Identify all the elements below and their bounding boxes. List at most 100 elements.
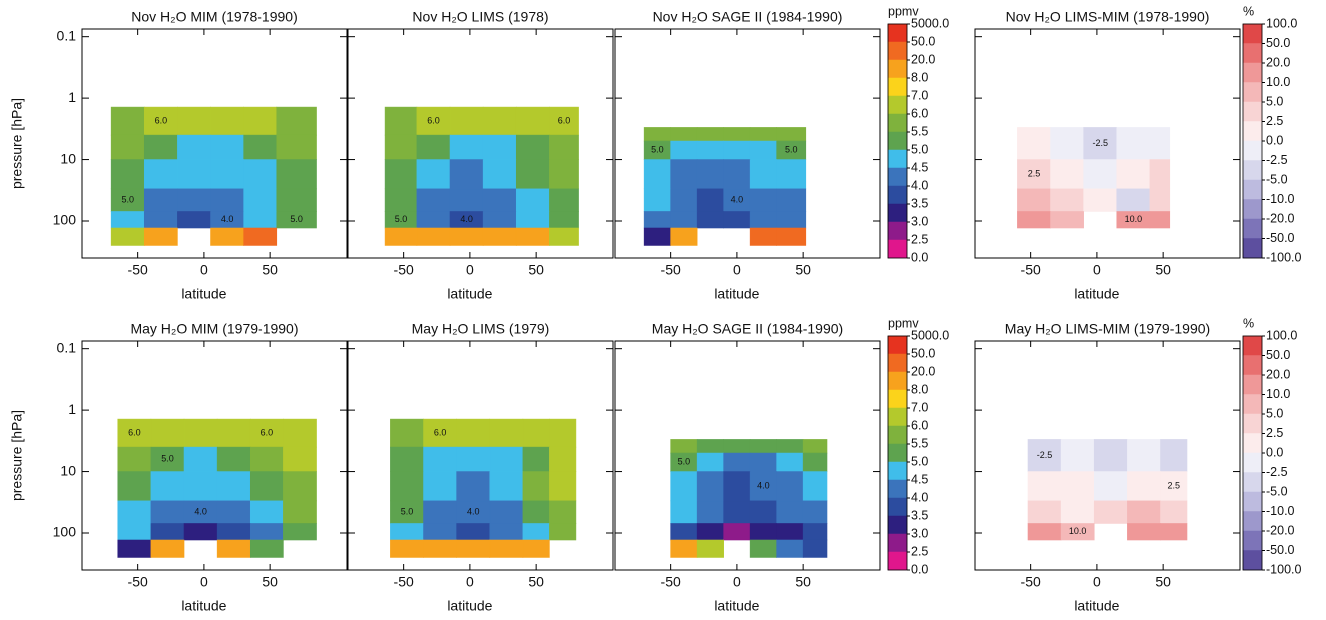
field-cell bbox=[1116, 188, 1151, 212]
colorbar-tick-label: 10.0 bbox=[1266, 75, 1290, 89]
y-tick-label: 100 bbox=[53, 212, 77, 228]
colorbar-box bbox=[1242, 550, 1263, 571]
colorbar-box bbox=[887, 407, 908, 427]
field-cell bbox=[515, 211, 550, 229]
contour-label: 5.0 bbox=[678, 457, 691, 467]
colorbar-tick-label: 2.5 bbox=[1266, 114, 1283, 128]
field-cell bbox=[117, 500, 152, 524]
colorbar-tick-label: 3.0 bbox=[911, 526, 928, 540]
field-cell bbox=[390, 523, 424, 541]
field-cell bbox=[723, 500, 751, 524]
field-cell bbox=[423, 523, 457, 541]
field-cell bbox=[416, 159, 451, 190]
field-cell bbox=[390, 539, 424, 558]
field-cell bbox=[749, 188, 777, 212]
colorbar-tick-label: 50.0 bbox=[911, 34, 935, 48]
x-tick-label: 50 bbox=[795, 574, 811, 590]
field-cell bbox=[243, 188, 278, 212]
colorbar-box bbox=[1242, 218, 1263, 239]
colorbar-box bbox=[1242, 491, 1263, 512]
colorbar-tick-label: 3.5 bbox=[911, 508, 928, 522]
field-cell bbox=[183, 523, 218, 541]
field-cell bbox=[423, 446, 457, 472]
field-cell bbox=[150, 523, 185, 541]
colorbar-box bbox=[1242, 374, 1263, 395]
field-cell bbox=[670, 127, 698, 142]
colorbar-tick-label: 0.0 bbox=[1266, 445, 1283, 459]
field-cell bbox=[177, 188, 211, 212]
field-cell bbox=[1060, 500, 1095, 524]
colorbar-tick-label: 4.0 bbox=[911, 178, 928, 192]
colorbar-tick-label: 3.0 bbox=[911, 214, 928, 228]
colorbar-tick-label: -5.0 bbox=[1266, 172, 1288, 186]
field-cell bbox=[1149, 159, 1171, 190]
field-cell bbox=[423, 500, 457, 524]
colorbar-tick-label: 20.0 bbox=[911, 364, 935, 378]
x-tick-label: 0 bbox=[466, 262, 474, 278]
field-cell bbox=[549, 418, 577, 448]
colorbar-box bbox=[1242, 121, 1263, 142]
field-cell bbox=[183, 446, 218, 472]
field-cell bbox=[522, 418, 550, 448]
field-cell bbox=[482, 159, 517, 190]
field-cell bbox=[515, 188, 550, 212]
field-cell bbox=[177, 159, 211, 190]
x-tick-label: 50 bbox=[262, 262, 278, 278]
colorbar-box bbox=[887, 443, 908, 463]
contour-label: 4.0 bbox=[731, 195, 744, 205]
x-tick-label: -50 bbox=[394, 262, 414, 278]
field-cell bbox=[1083, 159, 1118, 190]
field-cell bbox=[390, 418, 424, 448]
field-cell bbox=[670, 523, 698, 541]
colorbar-box bbox=[887, 461, 908, 481]
field-cell bbox=[143, 159, 178, 190]
contour-label: 10.0 bbox=[1125, 214, 1143, 224]
field-cell bbox=[549, 188, 579, 212]
field-cell bbox=[283, 418, 317, 448]
colorbar: 100.0 50.0 20.0 10.0 5.0 2.5 0.0 -2.5 -5.0 -10.0 -… bbox=[1242, 316, 1301, 576]
field-cell bbox=[749, 452, 777, 472]
field-cell bbox=[515, 106, 550, 136]
field-cell bbox=[1060, 523, 1095, 541]
field-cell bbox=[449, 106, 484, 136]
field-cell bbox=[515, 159, 550, 190]
field-cell bbox=[1127, 439, 1161, 472]
field-cell bbox=[723, 452, 751, 472]
field-cell bbox=[482, 211, 517, 229]
colorbar-box bbox=[887, 131, 908, 151]
contour-label: -2.5 bbox=[1037, 450, 1053, 460]
field-cell bbox=[670, 500, 698, 524]
colorbar-tick-label: -20.0 bbox=[1266, 211, 1295, 225]
colorbar-box bbox=[887, 59, 908, 79]
contour-label: 5.0 bbox=[290, 214, 303, 224]
colorbar-tick-label: 5.0 bbox=[911, 142, 928, 156]
colorbar-tick-label: 100.0 bbox=[1266, 328, 1297, 342]
colorbar-box bbox=[1242, 413, 1263, 434]
field-cell bbox=[384, 188, 418, 212]
field-cell bbox=[1050, 127, 1084, 160]
field-cell bbox=[449, 227, 484, 246]
field-cell bbox=[117, 418, 152, 448]
field-cell bbox=[1127, 471, 1161, 502]
field-cell bbox=[283, 471, 317, 502]
field-cell bbox=[110, 227, 145, 246]
field-cell bbox=[549, 106, 579, 136]
field-cell bbox=[243, 211, 278, 229]
field-cell bbox=[696, 159, 724, 190]
y-tick-label: 1 bbox=[68, 89, 76, 105]
x-axis-label: latitude bbox=[181, 286, 226, 302]
colorbar-tick-label: 6.0 bbox=[911, 106, 928, 120]
field-cell bbox=[150, 418, 185, 448]
field-cell bbox=[522, 500, 550, 524]
field-cell bbox=[390, 471, 424, 502]
colorbar-tick-label: -100.0 bbox=[1266, 250, 1301, 264]
colorbar-tick-label: 50.0 bbox=[1266, 36, 1290, 50]
field-cell bbox=[117, 471, 152, 502]
colorbar-box bbox=[887, 335, 908, 355]
colorbar-box bbox=[1242, 472, 1263, 493]
field-cell bbox=[489, 418, 524, 448]
x-tick-label: 0 bbox=[200, 262, 208, 278]
field-cell bbox=[522, 539, 550, 558]
colorbar-tick-label: -50.0 bbox=[1266, 231, 1295, 245]
